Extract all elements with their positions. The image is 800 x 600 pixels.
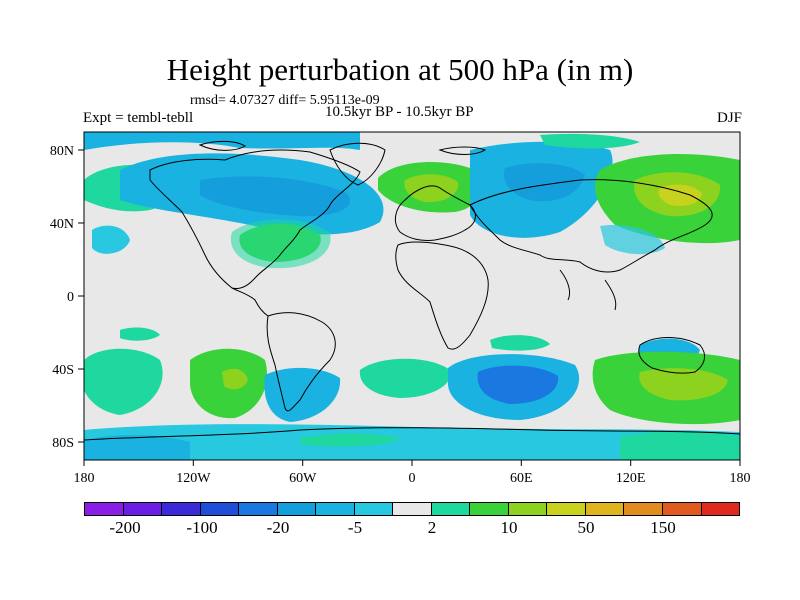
colorbar-label: -200	[109, 518, 141, 537]
x-tick-label: 60W	[289, 471, 317, 486]
experiment-label: Expt = tembl-tebll	[83, 110, 194, 126]
colorbar-label: -20	[266, 518, 290, 537]
colorbar-swatch	[85, 503, 124, 515]
colorbar-swatch	[701, 503, 740, 515]
season-label: DJF	[716, 110, 742, 126]
colorbar-swatch	[354, 503, 394, 515]
x-tick-label: 120E	[616, 471, 646, 486]
colorbar-swatch	[239, 503, 278, 515]
colorbar-swatch	[277, 503, 317, 515]
contour-region-antarctic-blue	[84, 434, 190, 460]
x-tick-label: 60E	[510, 471, 533, 486]
colorbar-swatch	[585, 503, 625, 515]
contour-region-s-atlantic-green	[359, 358, 451, 398]
stats-line: rmsd= 4.07327 diff= 5.95113e-09	[190, 93, 380, 108]
colorbar-label: 10	[500, 518, 518, 537]
contour-region-s-pacific-yellow	[222, 368, 248, 390]
contour-region-antarctic-green-mid	[300, 433, 400, 447]
x-tick-label: 0	[409, 471, 416, 486]
colorbar-label: 150	[650, 518, 676, 537]
contour-fills	[84, 132, 740, 460]
colorbar-swatch	[624, 503, 663, 515]
contour-region-atlantic-green-outer	[230, 219, 331, 269]
period-label: 10.5kyr BP - 10.5kyr BP	[325, 104, 474, 120]
colorbar-swatch	[662, 503, 702, 515]
y-tick-label: 80N	[50, 144, 74, 159]
contour-region-antarctic-green-e	[620, 431, 740, 460]
contour-region-asia-blue-core	[503, 163, 585, 202]
contour-region-tropic-small	[120, 327, 160, 341]
colorbar-swatch	[431, 503, 471, 515]
contour-region-s-pacific-east-yellow	[639, 368, 728, 401]
figure-title: Height perturbation at 500 hPa (in m)	[166, 52, 634, 87]
contour-region-s-indian-core	[477, 365, 559, 404]
colorbar-label: 2	[427, 518, 437, 537]
colorbar-swatch	[123, 503, 163, 515]
x-tick-label: 180	[74, 471, 95, 486]
contour-region-indian-small	[490, 335, 550, 351]
axis-ticks	[78, 149, 741, 466]
contour-region-n-america-core	[200, 176, 350, 217]
colorbar-swatch	[547, 503, 586, 515]
colorbar-swatch	[200, 503, 240, 515]
y-tick-label: 0	[67, 290, 74, 305]
colorbar	[84, 502, 740, 516]
contour-region-europe-yellow	[404, 174, 459, 203]
colorbar-label: -100	[186, 518, 218, 537]
y-tick-label: 80S	[52, 436, 74, 451]
contour-region-arctic-east-green	[540, 133, 640, 149]
colorbar-swatch	[470, 503, 509, 515]
colorbar-swatch	[508, 503, 548, 515]
coastlines	[84, 140, 740, 441]
x-tick-label: 120W	[176, 471, 211, 486]
contour-region-w-pacific-cyan	[600, 224, 665, 255]
contour-region-pacific-east-yellow2	[658, 184, 702, 206]
colorbar-swatch	[393, 503, 432, 515]
y-tick-label: 40N	[50, 217, 74, 232]
y-tick-label: 40S	[52, 363, 74, 378]
colorbar-swatch	[162, 503, 201, 515]
contour-region-s-pacific-green-w	[84, 348, 163, 415]
x-tick-label: 180	[730, 471, 751, 486]
colorbar-swatch	[316, 503, 355, 515]
colorbar-label: 50	[577, 518, 595, 537]
colorbar-label: -5	[347, 518, 363, 537]
contour-region-n-pacific-blue-small	[92, 225, 130, 254]
